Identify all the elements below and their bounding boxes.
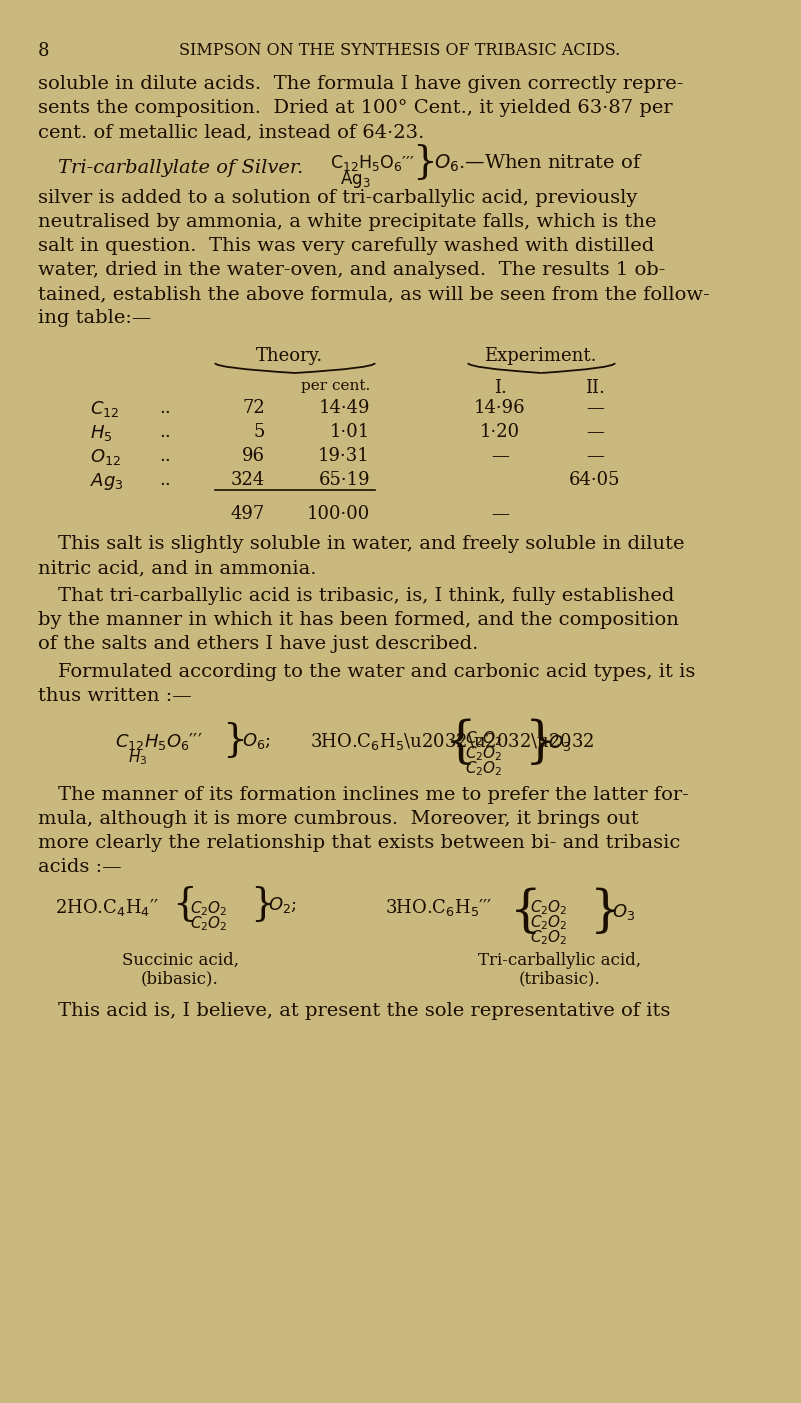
Text: {: { [172,887,197,923]
Text: $O_2$;: $O_2$; [268,895,297,915]
Text: That tri-carballylic acid is tribasic, is, I think, fully established: That tri-carballylic acid is tribasic, i… [58,586,674,605]
Text: {: { [510,887,541,937]
Text: The manner of its formation inclines me to prefer the latter for-: The manner of its formation inclines me … [58,786,689,804]
Text: }: } [525,718,557,767]
Text: 14·96: 14·96 [474,398,525,417]
Text: 100·00: 100·00 [307,505,370,523]
Text: Succinic acid,: Succinic acid, [122,953,239,969]
Text: $C_2O_2$: $C_2O_2$ [530,913,568,932]
Text: sents the composition.  Dried at 100° Cent., it yielded 63·87 per: sents the composition. Dried at 100° Cen… [38,100,673,116]
Text: ..: .. [159,448,171,464]
Text: }: } [412,145,437,181]
Text: $C_2O_2$: $C_2O_2$ [190,899,227,918]
Text: $H_3$: $H_3$ [128,748,147,766]
Text: cent. of metallic lead, instead of 64·23.: cent. of metallic lead, instead of 64·23… [38,123,425,140]
Text: 72: 72 [242,398,265,417]
Text: 65·19: 65·19 [318,471,370,490]
Text: 497: 497 [231,505,265,523]
Text: salt in question.  This was very carefully washed with distilled: salt in question. This was very carefull… [38,237,654,255]
Text: $H_5$: $H_5$ [90,422,112,443]
Text: 324: 324 [231,471,265,490]
Text: II.: II. [585,379,605,397]
Text: (bibasic).: (bibasic). [141,969,219,986]
Text: Formulated according to the water and carbonic acid types, it is: Formulated according to the water and ca… [58,664,695,680]
Text: —: — [586,422,604,441]
Text: 1·20: 1·20 [480,422,520,441]
Text: $Ag_3$: $Ag_3$ [90,471,123,492]
Text: $\mathsf{C_{12}H_5O_6}$′′′: $\mathsf{C_{12}H_5O_6}$′′′ [330,153,415,173]
Text: 3HO.C$_6$H$_5$\u2032\u2032\u2032: 3HO.C$_6$H$_5$\u2032\u2032\u2032 [310,731,594,752]
Text: $C_{12}$: $C_{12}$ [90,398,119,419]
Text: $C_2O_2$: $C_2O_2$ [530,927,568,947]
Text: water, dried in the water-oven, and analysed.  The results 1 ob-: water, dried in the water-oven, and anal… [38,261,666,279]
Text: SIMPSON ON THE SYNTHESIS OF TRIBASIC ACIDS.: SIMPSON ON THE SYNTHESIS OF TRIBASIC ACI… [179,42,621,59]
Text: $O_6$;: $O_6$; [242,731,271,751]
Text: acids :—: acids :— [38,859,122,875]
Text: neutralised by ammonia, a white precipitate falls, which is the: neutralised by ammonia, a white precipit… [38,213,657,231]
Text: 8: 8 [38,42,50,60]
Text: 2HO.C$_4$H$_4$′′: 2HO.C$_4$H$_4$′′ [55,898,159,919]
Text: {: { [445,718,477,767]
Text: tained, establish the above formula, as will be seen from the follow-: tained, establish the above formula, as … [38,285,710,303]
Text: soluble in dilute acids.  The formula I have given correctly repre-: soluble in dilute acids. The formula I h… [38,74,683,93]
Text: 64·05: 64·05 [570,471,621,490]
Text: per cent.: per cent. [300,379,370,393]
Text: $C_2O_2$: $C_2O_2$ [190,913,227,933]
Text: 1·01: 1·01 [330,422,370,441]
Text: thus written :—: thus written :— [38,687,191,704]
Text: ..: .. [159,422,171,441]
Text: —: — [586,398,604,417]
Text: Tri-carballylic acid,: Tri-carballylic acid, [478,953,642,969]
Text: —: — [586,448,604,464]
Text: $C_2O_2$: $C_2O_2$ [465,730,502,748]
Text: }: } [222,723,247,759]
Text: 14·49: 14·49 [319,398,370,417]
Text: silver is added to a solution of tri-carballylic acid, previously: silver is added to a solution of tri-car… [38,189,638,208]
Text: }: } [250,887,275,923]
Text: 19·31: 19·31 [318,448,370,464]
Text: —: — [491,448,509,464]
Text: $C_2O_2$: $C_2O_2$ [465,759,502,777]
Text: This acid is, I believe, at present the sole representative of its: This acid is, I believe, at present the … [58,1002,670,1020]
Text: by the manner in which it has been formed, and the composition: by the manner in which it has been forme… [38,610,679,629]
Text: 96: 96 [242,448,265,464]
Text: —: — [491,505,509,523]
Text: more clearly the relationship that exists between bi- and tribasic: more clearly the relationship that exist… [38,833,680,852]
Text: $O_6$.—When nitrate of: $O_6$.—When nitrate of [434,153,642,174]
Text: 5: 5 [254,422,265,441]
Text: ing table:—: ing table:— [38,309,151,327]
Text: $C_{12}H_5O_6$′′′: $C_{12}H_5O_6$′′′ [115,731,203,752]
Text: 3HO.C$_6$H$_5$′′′: 3HO.C$_6$H$_5$′′′ [385,898,493,919]
Text: $O_3$: $O_3$ [612,902,635,922]
Text: nitric acid, and in ammonia.: nitric acid, and in ammonia. [38,558,316,577]
Text: $\mathsf{Ag_3}$: $\mathsf{Ag_3}$ [340,168,371,189]
Text: $O_{12}$: $O_{12}$ [90,448,121,467]
Text: ..: .. [159,471,171,490]
Text: I.: I. [493,379,506,397]
Text: $C_2O_2$: $C_2O_2$ [465,744,502,763]
Text: $O_3$: $O_3$ [548,732,571,753]
Text: $C_2O_2$: $C_2O_2$ [530,898,568,916]
Text: ..: .. [159,398,171,417]
Text: This salt is slightly soluble in water, and freely soluble in dilute: This salt is slightly soluble in water, … [58,535,685,553]
Text: Tri-carballylate of Silver.: Tri-carballylate of Silver. [58,159,304,177]
Text: }: } [590,887,622,937]
Text: (tribasic).: (tribasic). [519,969,601,986]
Text: mula, although it is more cumbrous.  Moreover, it brings out: mula, although it is more cumbrous. More… [38,810,638,828]
Text: of the salts and ethers I have just described.: of the salts and ethers I have just desc… [38,636,478,652]
Text: Theory.: Theory. [256,347,324,365]
Text: Experiment.: Experiment. [484,347,596,365]
